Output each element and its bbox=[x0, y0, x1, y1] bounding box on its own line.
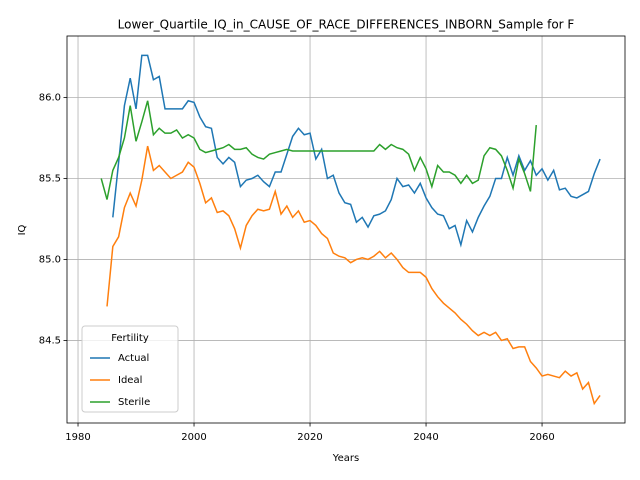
x-tick-label: 2000 bbox=[181, 432, 206, 443]
y-tick-label: 85.0 bbox=[39, 254, 61, 265]
y-tick-label: 85.5 bbox=[39, 173, 61, 184]
x-tick-label: 1980 bbox=[65, 432, 90, 443]
line-series bbox=[100, 100, 537, 200]
x-axis-label: Years bbox=[332, 453, 359, 464]
plot-frame bbox=[66, 35, 626, 424]
y-axis-label: IQ bbox=[17, 224, 28, 235]
legend-label: Ideal bbox=[118, 375, 142, 386]
x-tick-label: 2020 bbox=[297, 432, 322, 443]
legend-label: Actual bbox=[118, 353, 149, 364]
legend-box bbox=[81, 325, 179, 413]
y-tick-label: 86.0 bbox=[39, 93, 61, 104]
y-tick-label: 84.5 bbox=[39, 335, 61, 346]
x-tick-label: 2060 bbox=[529, 432, 554, 443]
line-series bbox=[106, 145, 601, 406]
line-series bbox=[112, 54, 601, 248]
legend-title: Fertility bbox=[111, 333, 149, 344]
legend-label: Sterile bbox=[118, 397, 150, 408]
chart-title: Lower_Quartile_IQ_in_CAUSE_OF_RACE_DIFFE… bbox=[118, 18, 575, 32]
x-tick-label: 2040 bbox=[413, 432, 438, 443]
